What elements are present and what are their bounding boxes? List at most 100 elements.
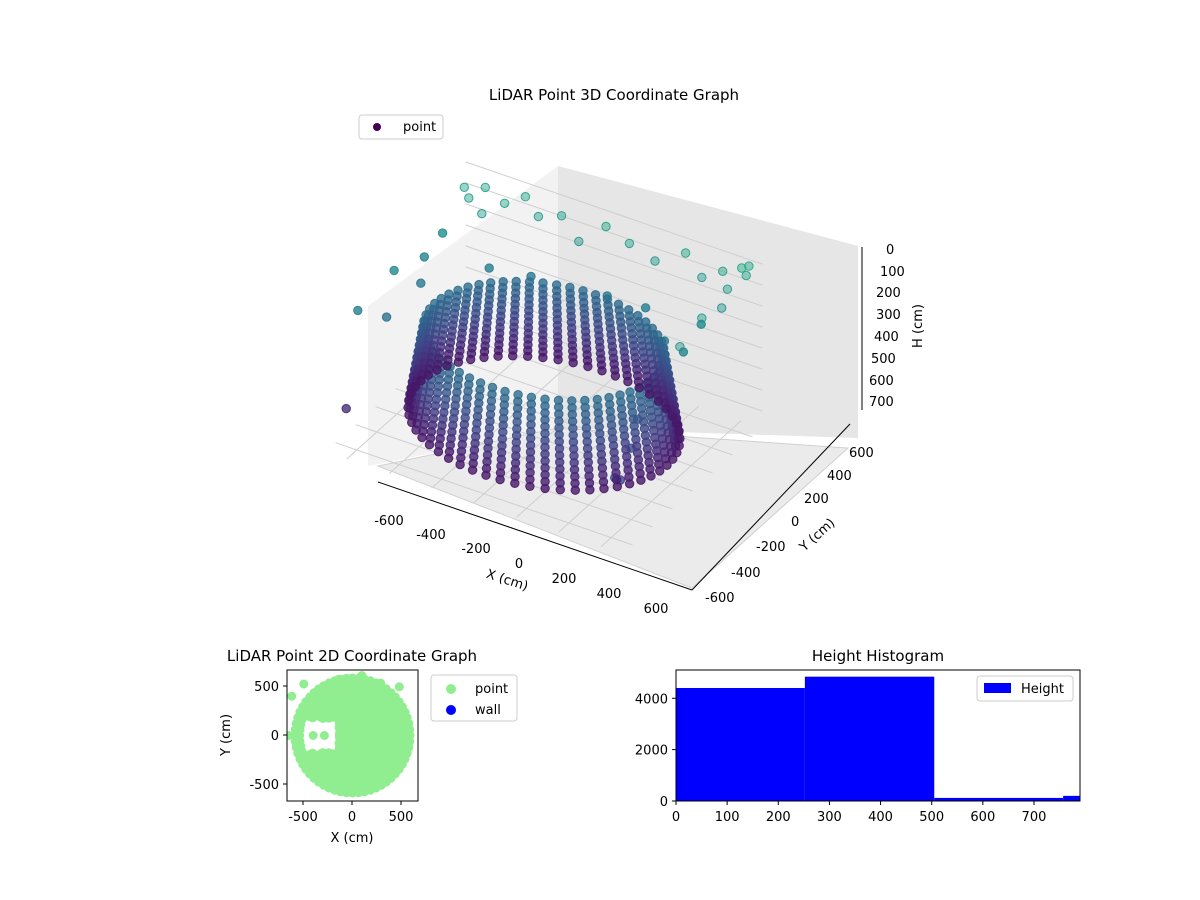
3d-point: [464, 193, 474, 203]
3d-x-tick-label: 0: [515, 557, 523, 572]
3d-legend-marker: [373, 123, 381, 131]
3d-point: [454, 367, 464, 378]
histogram-legend-label: Height: [1021, 682, 1064, 697]
2d-point: [405, 737, 415, 746]
3d-point: [341, 403, 351, 414]
3d-point: [610, 371, 621, 381]
histogram-title: Height Histogram: [812, 647, 944, 665]
3d-point: [583, 361, 593, 372]
3d-x-tick-label: 200: [552, 572, 577, 587]
3d-point: [744, 261, 754, 271]
3d-point: [678, 347, 689, 357]
3d-point: [493, 351, 503, 361]
2d-point: [376, 678, 386, 688]
histogram-x-tick-label: 600: [970, 810, 995, 825]
2d-legend-marker-point: [446, 684, 456, 694]
3d-point: [601, 221, 611, 232]
3d-point: [432, 365, 442, 375]
histogram-bar: [934, 797, 1064, 801]
3d-chart-title: LiDAR Point 3D Coordinate Graph: [489, 86, 739, 104]
3d-point: [574, 236, 584, 247]
3d-point: [661, 403, 671, 414]
3d-point: [717, 303, 727, 313]
3d-point: [526, 392, 537, 402]
3d-point: [625, 387, 635, 397]
3d-point: [592, 394, 602, 405]
3d-point: [653, 396, 664, 406]
3d-point: [466, 354, 476, 365]
3d-x-tick-label: -400: [416, 528, 446, 543]
3d-point: [634, 383, 645, 393]
3d-point: [381, 312, 392, 322]
2d-x-tick-label: -500: [288, 810, 318, 825]
3d-x-tick-label: 400: [597, 587, 622, 602]
3d-z-tick-label: 0: [886, 243, 894, 258]
2d-y-tick-label: 500: [254, 680, 279, 695]
3d-x-tick-label: -200: [461, 542, 491, 557]
2d-y-axis-label: Y (cm): [219, 714, 234, 757]
3d-grid-line: [465, 161, 763, 265]
3d-point: [567, 396, 577, 406]
2d-chart-title: LiDAR Point 2D Coordinate Graph: [227, 647, 477, 665]
height-histogram-panel: Height Histogram 0 100 200 300 400 500 600 700 …: [635, 647, 1081, 825]
3d-z-tick-label: 600: [869, 374, 894, 389]
2d-scatter-panel: LiDAR Point 2D Coordinate Graph -500 0 5…: [219, 647, 518, 846]
3d-point: [523, 351, 533, 361]
3d-y-tick-label: -400: [731, 566, 761, 581]
3d-point: [538, 352, 548, 363]
histogram-x-tick-label: 200: [766, 810, 791, 825]
3d-grid-line: [465, 203, 763, 307]
histogram-x-tick-label: 300: [817, 810, 842, 825]
3d-point: [718, 266, 728, 276]
histogram-y-tick-label: 2000: [635, 744, 668, 759]
3d-point: [437, 228, 448, 238]
2d-point: [299, 679, 309, 689]
3d-point: [484, 263, 494, 273]
2d-point: [287, 731, 294, 740]
2d-y-tick-label: 0: [271, 729, 279, 744]
histogram-y-tick-label: 0: [660, 795, 668, 810]
3d-y-axis-line: [691, 423, 851, 591]
histogram-x-tick-label: 100: [715, 810, 740, 825]
3d-point: [604, 392, 614, 403]
3d-x-ticks: -600 -400 -200 0 200 400 600: [374, 514, 668, 617]
3d-grid-line: [465, 224, 763, 328]
3d-point: [623, 376, 633, 387]
2d-legend-marker-wall: [446, 705, 456, 715]
3d-point: [464, 373, 475, 383]
3d-grid-line: [600, 420, 742, 547]
histogram-bar: [676, 687, 805, 801]
histogram-bar: [1063, 795, 1080, 801]
3d-point: [597, 366, 607, 376]
3d-x-tick-label: -600: [374, 514, 404, 529]
histogram-y-ticks: 0 2000 4000: [635, 692, 676, 810]
3d-point: [423, 370, 433, 380]
3d-point: [650, 256, 660, 266]
histogram-x-tick-label: 400: [868, 810, 893, 825]
3d-grid-line: [465, 245, 763, 349]
3d-z-tick-label: 100: [880, 265, 905, 280]
3d-z-tick-label: 200: [876, 286, 901, 301]
2d-legend: point wall: [430, 674, 518, 722]
2d-x-ticks: -500 0 500: [288, 801, 413, 825]
3d-legend-label: point: [403, 120, 436, 135]
histogram-y-tick-label: 4000: [635, 692, 668, 707]
histogram-x-ticks: 0 100 200 300 400 500 600 700: [672, 801, 1046, 825]
3d-point: [615, 390, 625, 400]
histogram-frame: [675, 669, 1081, 802]
3d-grid-line: [465, 182, 763, 286]
2d-point: [319, 682, 329, 692]
3d-legend-box: [358, 114, 444, 140]
3d-point: [499, 198, 510, 209]
3d-point: [416, 376, 426, 386]
3d-scatter-panel: LiDAR Point 3D Coordinate Graph -600 -40…: [335, 86, 926, 617]
3d-point: [479, 352, 489, 363]
histogram-bars: [676, 676, 1080, 801]
3d-point: [737, 263, 747, 273]
3d-z-ticks: 0 100 200 300 400 500 600 700: [869, 243, 905, 410]
3d-point: [696, 319, 706, 329]
3d-point: [697, 272, 707, 283]
3d-y-tick-label: 200: [804, 492, 829, 507]
3d-side-pane: [558, 166, 858, 438]
2d-x-tick-label: 500: [389, 810, 414, 825]
